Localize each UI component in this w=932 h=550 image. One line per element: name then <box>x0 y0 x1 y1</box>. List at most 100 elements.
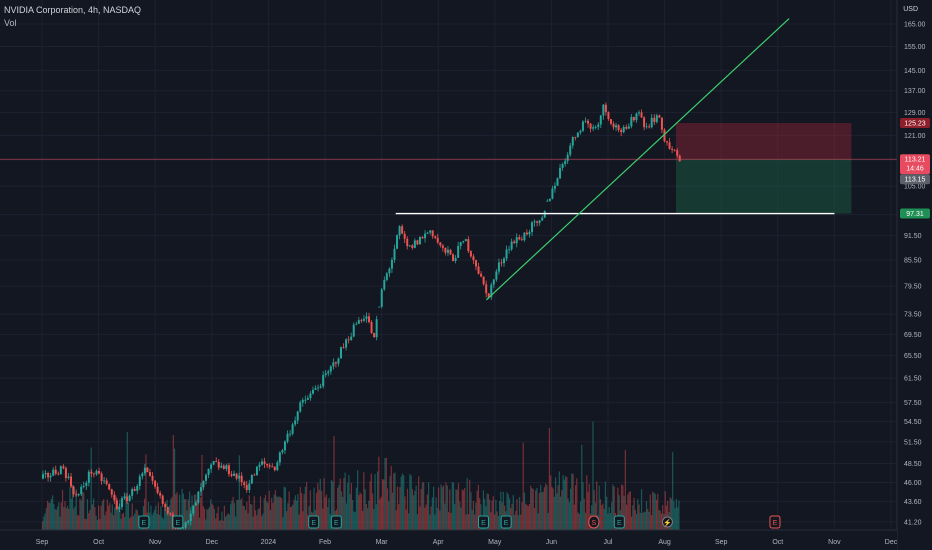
volume-bar <box>678 500 680 530</box>
volume-bar <box>151 515 153 530</box>
marker-glyph: ⚡ <box>663 518 672 527</box>
volume-bar <box>136 510 138 530</box>
volume-bar <box>358 495 360 530</box>
volume-bar <box>66 506 69 530</box>
price-tick-label: 51.50 <box>904 439 922 446</box>
volume-bar <box>579 501 582 530</box>
volume-bar <box>530 485 532 530</box>
drawing-lines[interactable] <box>0 18 897 301</box>
volume-bar <box>213 509 216 530</box>
volume-bar <box>528 503 531 530</box>
candle-body <box>594 127 597 128</box>
volume-bar <box>215 518 217 530</box>
volume-bar <box>206 509 208 530</box>
volume-bar <box>581 444 583 530</box>
candle-body <box>518 237 521 240</box>
earnings-icon[interactable]: E <box>330 515 342 529</box>
volume-bar <box>394 472 396 530</box>
volume-bar <box>537 513 539 530</box>
candle-body <box>497 262 500 272</box>
candle-body <box>314 388 317 390</box>
candle-body <box>243 482 246 485</box>
candle-body <box>108 484 111 490</box>
candle-body <box>546 200 549 202</box>
volume-bar <box>385 457 387 530</box>
volume-bar <box>592 421 594 530</box>
volume-bar <box>324 497 326 530</box>
volume-bar <box>64 501 66 530</box>
volume-bar <box>60 502 62 530</box>
volume-bar <box>144 498 146 530</box>
candle-body <box>156 486 159 493</box>
volume-bar <box>59 516 61 530</box>
earnings-icon[interactable]: E <box>477 515 489 529</box>
volume-bar <box>441 487 443 530</box>
volume-bar <box>338 484 340 530</box>
volume-bar <box>91 504 94 530</box>
earnings-icon[interactable]: E <box>500 515 512 529</box>
volume-bar <box>404 496 406 530</box>
currency-label[interactable]: USD <box>903 6 918 13</box>
volume-bar <box>53 503 55 530</box>
volume-bar <box>673 501 675 530</box>
candle-body <box>217 461 220 468</box>
volume-bar <box>198 517 201 530</box>
candle-body <box>105 480 108 485</box>
volume-bar <box>45 507 47 530</box>
dividend-icon[interactable]: ⚡ <box>661 516 673 528</box>
candle-body <box>299 402 302 412</box>
volume-bar <box>515 510 517 530</box>
volume-bar <box>406 488 409 530</box>
volume-bar <box>640 489 643 530</box>
candle-body <box>492 279 495 285</box>
volume-bar <box>121 513 123 530</box>
candle-body <box>490 284 493 298</box>
candle-body <box>589 123 592 129</box>
candle-body <box>528 232 531 235</box>
price-tick-label: 41.20 <box>904 520 922 527</box>
candle-body <box>151 475 154 481</box>
volume-bar <box>90 447 92 530</box>
volume-bar <box>122 512 125 530</box>
candle-body <box>245 484 248 491</box>
earnings-icon[interactable]: E <box>138 515 150 529</box>
price-axis[interactable]: 165.00 155.00 145.00 137.00 129.00 121.00 113.… <box>896 0 932 550</box>
volume-bar <box>233 503 235 530</box>
volume-bar <box>212 505 214 530</box>
marker-box <box>500 515 512 529</box>
volume-bar <box>185 499 187 530</box>
price-tick-label: 48.50 <box>904 461 922 468</box>
candle-body <box>255 466 258 476</box>
volume-bar <box>648 512 650 530</box>
volume-bar <box>246 501 248 530</box>
time-axis[interactable]: Sep Oct Nov Dec 2024 Feb Mar Apr May Jun Jul Aug Sep… <box>0 529 898 550</box>
earnings-icon[interactable]: E <box>769 515 781 529</box>
volume-bar <box>465 514 467 530</box>
volume-bar <box>169 505 171 530</box>
candle-body <box>538 220 541 223</box>
volume-bar <box>635 514 638 530</box>
candle-body <box>87 471 90 483</box>
candle-body <box>258 464 261 467</box>
volume-bar <box>202 506 204 530</box>
volume-bar <box>477 484 480 530</box>
volume-bar <box>627 494 629 530</box>
earnings-icon[interactable]: E <box>613 515 625 529</box>
volume-indicator-label[interactable]: Vol <box>4 18 17 28</box>
volume-bar <box>647 509 649 530</box>
volume-bar <box>251 504 253 530</box>
split-icon[interactable]: S <box>588 515 600 529</box>
earnings-icon[interactable]: E <box>308 515 320 529</box>
volume-bar <box>630 516 633 530</box>
volume-bar <box>221 511 223 530</box>
time-tick-label: Dec <box>885 539 898 546</box>
volume-bar <box>226 514 228 530</box>
candle-body <box>44 472 47 475</box>
earnings-icon[interactable]: E <box>172 515 184 529</box>
volume-bar <box>253 496 255 530</box>
candle-body <box>296 411 299 421</box>
volume-bar <box>409 474 411 530</box>
candle-body <box>268 465 271 467</box>
candle-body <box>276 462 279 471</box>
